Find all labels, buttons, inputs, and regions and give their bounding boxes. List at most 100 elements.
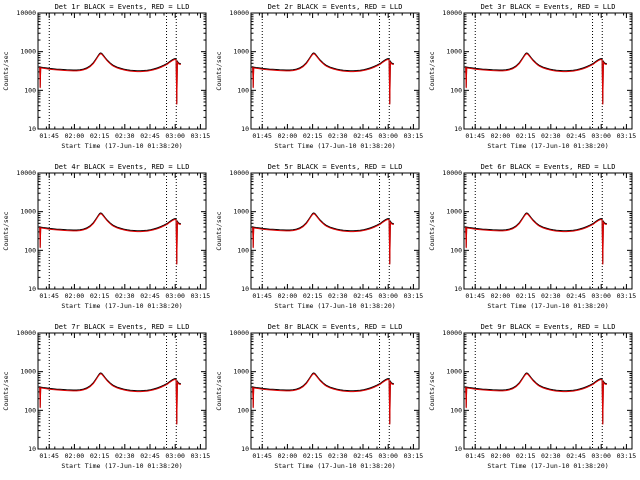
plot-title: Det 8r BLACK = Events, RED = LLD <box>268 323 403 331</box>
plot-title: Det 2r BLACK = Events, RED = LLD <box>268 3 403 11</box>
plot-box <box>463 332 633 450</box>
x-tick-label: 01:45 <box>252 132 272 140</box>
series-lld-red <box>39 213 181 265</box>
x-axis-label: Start Time (17-Jun-10 01:38:20) <box>487 462 608 470</box>
x-tick-label: 02:15 <box>90 292 110 300</box>
plot-box <box>250 12 420 130</box>
y-tick-label: 100 <box>450 246 462 254</box>
x-tick-label: 03:15 <box>404 132 424 140</box>
y-tick-label: 1000 <box>446 208 462 216</box>
plot-canvas-1: Det 1r BLACK = Events, RED = LLD 10 100 100… <box>2 3 210 150</box>
series-events-black <box>252 212 394 264</box>
series-events-black <box>39 212 181 264</box>
plot-title: Det 7r BLACK = Events, RED = LLD <box>55 323 190 331</box>
x-tick-label: 01:45 <box>465 132 485 140</box>
x-tick-label: 02:15 <box>303 132 323 140</box>
x-tick-label: 03:00 <box>378 292 398 300</box>
series-events-black <box>465 372 607 424</box>
series-lld-red <box>252 373 394 425</box>
x-tick-label: 02:45 <box>140 292 160 300</box>
y-tick-label: 10 <box>454 125 462 133</box>
x-tick-label: 03:00 <box>591 132 611 140</box>
plot-box <box>37 172 207 290</box>
x-tick-label: 02:00 <box>278 132 298 140</box>
series-lld-red <box>39 53 181 105</box>
x-tick-label: 03:15 <box>404 452 424 460</box>
y-tick-label: 1000 <box>20 208 36 216</box>
x-tick-label: 03:00 <box>591 292 611 300</box>
y-axis-label: Counts/sec <box>215 211 223 250</box>
plot-canvas-7: Det 7r BLACK = Events, RED = LLD 10 100 100… <box>2 323 210 470</box>
series-events-black <box>39 52 181 104</box>
series-lld-red <box>465 53 607 105</box>
plot-panel-1: Det 1r BLACK = Events, RED = LLD 10 100 100… <box>0 0 213 160</box>
series-events-black <box>252 372 394 424</box>
x-tick-label: 02:15 <box>303 292 323 300</box>
y-axis-label: Counts/sec <box>428 211 436 250</box>
plot-title: Det 3r BLACK = Events, RED = LLD <box>481 3 616 11</box>
plot-panel-2: Det 2r BLACK = Events, RED = LLD 10 100 100… <box>213 0 426 160</box>
y-tick-label: 10000 <box>442 169 462 177</box>
series-lld-red <box>252 53 394 105</box>
x-tick-label: 02:15 <box>516 292 536 300</box>
plot-title: Det 1r BLACK = Events, RED = LLD <box>55 3 190 11</box>
series-events-black <box>39 372 181 424</box>
x-axis-label: Start Time (17-Jun-10 01:38:20) <box>487 302 608 310</box>
y-axis-label: Counts/sec <box>2 51 10 90</box>
plot-panel-8: Det 8r BLACK = Events, RED = LLD 10 100 100… <box>213 320 426 480</box>
x-tick-label: 03:15 <box>617 132 637 140</box>
x-tick-label: 02:45 <box>353 132 373 140</box>
plot-panel-5: Det 5r BLACK = Events, RED = LLD 10 100 100… <box>213 160 426 320</box>
y-tick-label: 1000 <box>20 48 36 56</box>
plot-panel-3: Det 3r BLACK = Events, RED = LLD 10 100 100… <box>426 0 639 160</box>
y-tick-label: 100 <box>24 86 36 94</box>
y-tick-label: 10 <box>241 445 249 453</box>
y-tick-label: 10 <box>241 285 249 293</box>
plot-canvas-2: Det 2r BLACK = Events, RED = LLD 10 100 100… <box>215 3 424 150</box>
x-tick-label: 01:45 <box>39 452 59 460</box>
plot-box <box>37 332 207 450</box>
x-axis-label: Start Time (17-Jun-10 01:38:20) <box>61 302 182 310</box>
y-axis-label: Counts/sec <box>2 371 10 410</box>
x-tick-label: 03:15 <box>617 292 637 300</box>
x-tick-label: 03:00 <box>165 132 185 140</box>
plot-canvas-9: Det 9r BLACK = Events, RED = LLD 10 100 100… <box>428 323 637 470</box>
x-tick-label: 03:15 <box>191 292 211 300</box>
x-tick-label: 02:45 <box>140 132 160 140</box>
plot-box <box>250 172 420 290</box>
x-tick-label: 02:00 <box>278 452 298 460</box>
x-tick-label: 02:00 <box>65 292 85 300</box>
y-tick-label: 1000 <box>446 368 462 376</box>
y-tick-label: 10000 <box>442 9 462 17</box>
plot-box <box>463 172 633 290</box>
y-tick-label: 10000 <box>229 329 249 337</box>
y-tick-label: 1000 <box>233 368 249 376</box>
x-tick-label: 03:15 <box>617 452 637 460</box>
y-tick-label: 100 <box>237 406 249 414</box>
x-tick-label: 03:00 <box>378 452 398 460</box>
x-tick-label: 01:45 <box>252 452 272 460</box>
plot-title: Det 5r BLACK = Events, RED = LLD <box>268 163 403 171</box>
plot-canvas-6: Det 6r BLACK = Events, RED = LLD 10 100 100… <box>428 163 637 310</box>
y-tick-label: 100 <box>24 246 36 254</box>
x-tick-label: 02:45 <box>566 132 586 140</box>
plot-box <box>463 12 633 130</box>
x-tick-label: 02:15 <box>516 452 536 460</box>
x-tick-label: 02:00 <box>491 452 511 460</box>
y-tick-label: 10 <box>241 125 249 133</box>
plot-title: Det 6r BLACK = Events, RED = LLD <box>481 163 616 171</box>
y-tick-label: 100 <box>450 406 462 414</box>
y-tick-label: 10000 <box>16 9 36 17</box>
y-axis-label: Counts/sec <box>215 51 223 90</box>
x-tick-label: 02:30 <box>328 292 348 300</box>
y-tick-label: 100 <box>24 406 36 414</box>
x-axis-label: Start Time (17-Jun-10 01:38:20) <box>487 142 608 150</box>
plot-canvas-8: Det 8r BLACK = Events, RED = LLD 10 100 100… <box>215 323 424 470</box>
y-tick-label: 1000 <box>233 48 249 56</box>
x-tick-label: 02:30 <box>541 292 561 300</box>
x-axis-label: Start Time (17-Jun-10 01:38:20) <box>274 302 395 310</box>
plot-title: Det 9r BLACK = Events, RED = LLD <box>481 323 616 331</box>
x-tick-label: 03:15 <box>404 292 424 300</box>
x-tick-label: 02:00 <box>65 132 85 140</box>
